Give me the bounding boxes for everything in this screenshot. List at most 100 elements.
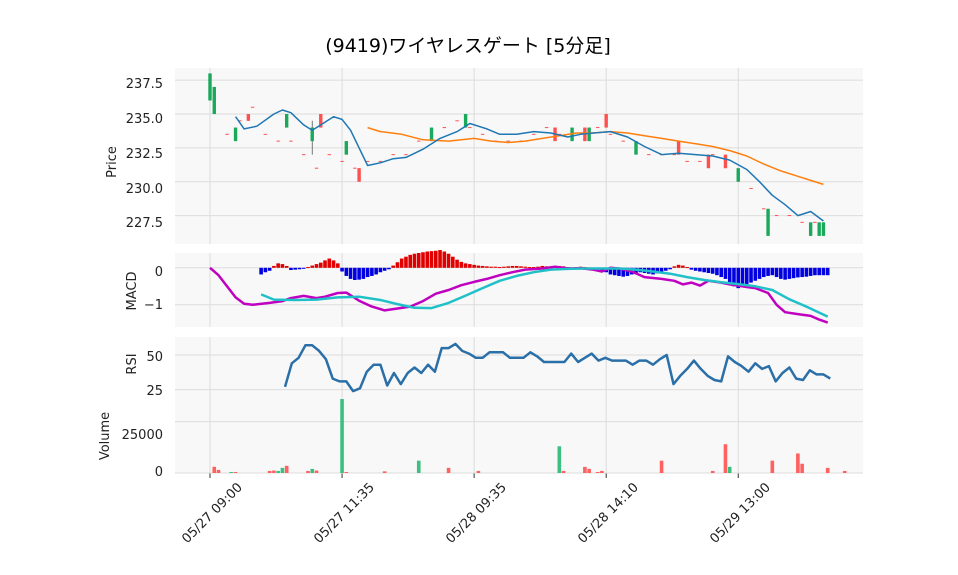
- candle-down: [212, 86, 216, 115]
- macd-hist-bar: [821, 267, 826, 276]
- x-tick-label: 05/28 14:10: [575, 480, 642, 547]
- chart-title: (9419)ワイヤレスゲート [5分足]: [325, 35, 611, 57]
- macd-hist-bar: [493, 266, 498, 268]
- macd-hist-bar: [808, 267, 813, 276]
- macd-line: [209, 265, 829, 324]
- macd-hist-bar: [502, 266, 506, 268]
- volume-bar: [284, 465, 289, 473]
- macd-hist-bar: [378, 267, 383, 273]
- signal-line: [260, 267, 829, 318]
- volume-bar: [561, 470, 566, 473]
- macd-hist-bar: [331, 260, 336, 268]
- volume-bar: [212, 466, 217, 473]
- macd-series: [209, 250, 830, 324]
- macd-hist-bar: [391, 265, 395, 268]
- macd-hist-bar: [310, 265, 315, 268]
- price-tick-label: 237.5: [126, 77, 163, 92]
- macd-hist-bar: [455, 259, 459, 268]
- macd-hist-bar: [446, 253, 451, 268]
- macd-hist-bar: [523, 266, 528, 268]
- volume-bar: [557, 446, 562, 473]
- volume-bar: [842, 470, 847, 473]
- rsi-axis-label: RSI: [125, 353, 140, 374]
- macd-hist-bar: [676, 264, 681, 268]
- volume-bar: [446, 467, 451, 473]
- volume-bar: [233, 471, 238, 473]
- candle-up: [604, 114, 608, 128]
- macd-hist-bar: [791, 267, 796, 279]
- macd-hist-bar: [451, 256, 455, 268]
- macd-hist-bar: [617, 267, 621, 276]
- candle-up: [357, 168, 361, 182]
- volume-bar: [659, 460, 664, 473]
- volume-bar: [344, 471, 349, 473]
- macd-hist-bar: [625, 267, 630, 276]
- x-tick-label: 05/29 13:00: [707, 480, 774, 547]
- macd-hist-bar: [336, 263, 340, 268]
- volume-bar: [587, 468, 591, 473]
- volume-bar: [306, 470, 310, 473]
- macd-hist-bar: [489, 266, 493, 268]
- candle-down: [817, 222, 821, 236]
- macd-hist-bar: [736, 267, 741, 289]
- volume-bar: [216, 469, 221, 473]
- macd-hist-bar: [681, 265, 685, 268]
- macd-hist-bar: [762, 267, 766, 278]
- macd-hist-bar: [408, 254, 413, 268]
- macd-hist-bar: [608, 267, 613, 275]
- macd-hist-bar: [685, 267, 689, 269]
- volume-bar: [340, 399, 344, 473]
- macd-hist-bar: [284, 265, 289, 268]
- candle-up: [319, 114, 323, 128]
- macd-hist-bar: [749, 267, 753, 283]
- macd-hist-bar: [706, 267, 711, 273]
- candle-up: [246, 114, 251, 121]
- macd-hist-bar: [348, 267, 353, 279]
- macd-hist-bar: [698, 267, 702, 272]
- macd-hist-bar: [463, 263, 468, 268]
- volume-bar: [825, 467, 830, 473]
- macd-hist-bar: [438, 250, 442, 268]
- macd-hist-bar: [306, 267, 310, 269]
- macd-hist-bar: [766, 267, 770, 276]
- macd-hist-bar: [289, 267, 293, 271]
- candle-down: [736, 168, 740, 182]
- volume-axis-label: Volume: [98, 412, 113, 460]
- volume-bar: [229, 471, 234, 473]
- volume-tick-label: 25000: [122, 428, 163, 443]
- macd-hist-bar: [374, 267, 378, 275]
- rsi-tick-label: 50: [146, 350, 163, 365]
- macd-hist-bar: [340, 267, 344, 272]
- price-tick-label: 235.0: [126, 112, 163, 127]
- volume-bar: [727, 466, 732, 473]
- macd-hist-bar: [421, 252, 425, 268]
- macd-hist-bar: [280, 264, 285, 268]
- macd-hist-bar: [510, 265, 515, 268]
- macd-hist-bar: [433, 250, 438, 268]
- ma-short-line: [234, 109, 824, 222]
- macd-hist-bar: [689, 267, 694, 270]
- candle-up: [723, 154, 728, 169]
- volume-bar: [416, 460, 421, 473]
- macd-axis-label: MACD: [125, 272, 140, 311]
- volume-bar: [314, 470, 319, 473]
- macd-hist-bar: [382, 267, 387, 271]
- macd-hist-bar: [744, 267, 749, 285]
- macd-hist-bar: [344, 267, 349, 276]
- price-tick-label: 227.5: [126, 216, 163, 231]
- candle-down: [463, 114, 468, 128]
- macd-hist-bar: [272, 265, 276, 268]
- macd-hist-bar: [267, 267, 272, 271]
- rsi-series: [283, 342, 831, 393]
- macd-hist-bar: [293, 267, 297, 270]
- price-panel: [175, 68, 863, 244]
- candle-down: [429, 127, 434, 142]
- volume-bar: [382, 471, 387, 473]
- volume-bar: [595, 471, 600, 473]
- x-tick-label: 05/27 09:00: [179, 480, 246, 547]
- volume-bar: [796, 453, 800, 473]
- macd-hist-bar: [770, 267, 775, 276]
- macd-hist-bar: [719, 267, 723, 278]
- macd-hist-bar: [472, 264, 476, 268]
